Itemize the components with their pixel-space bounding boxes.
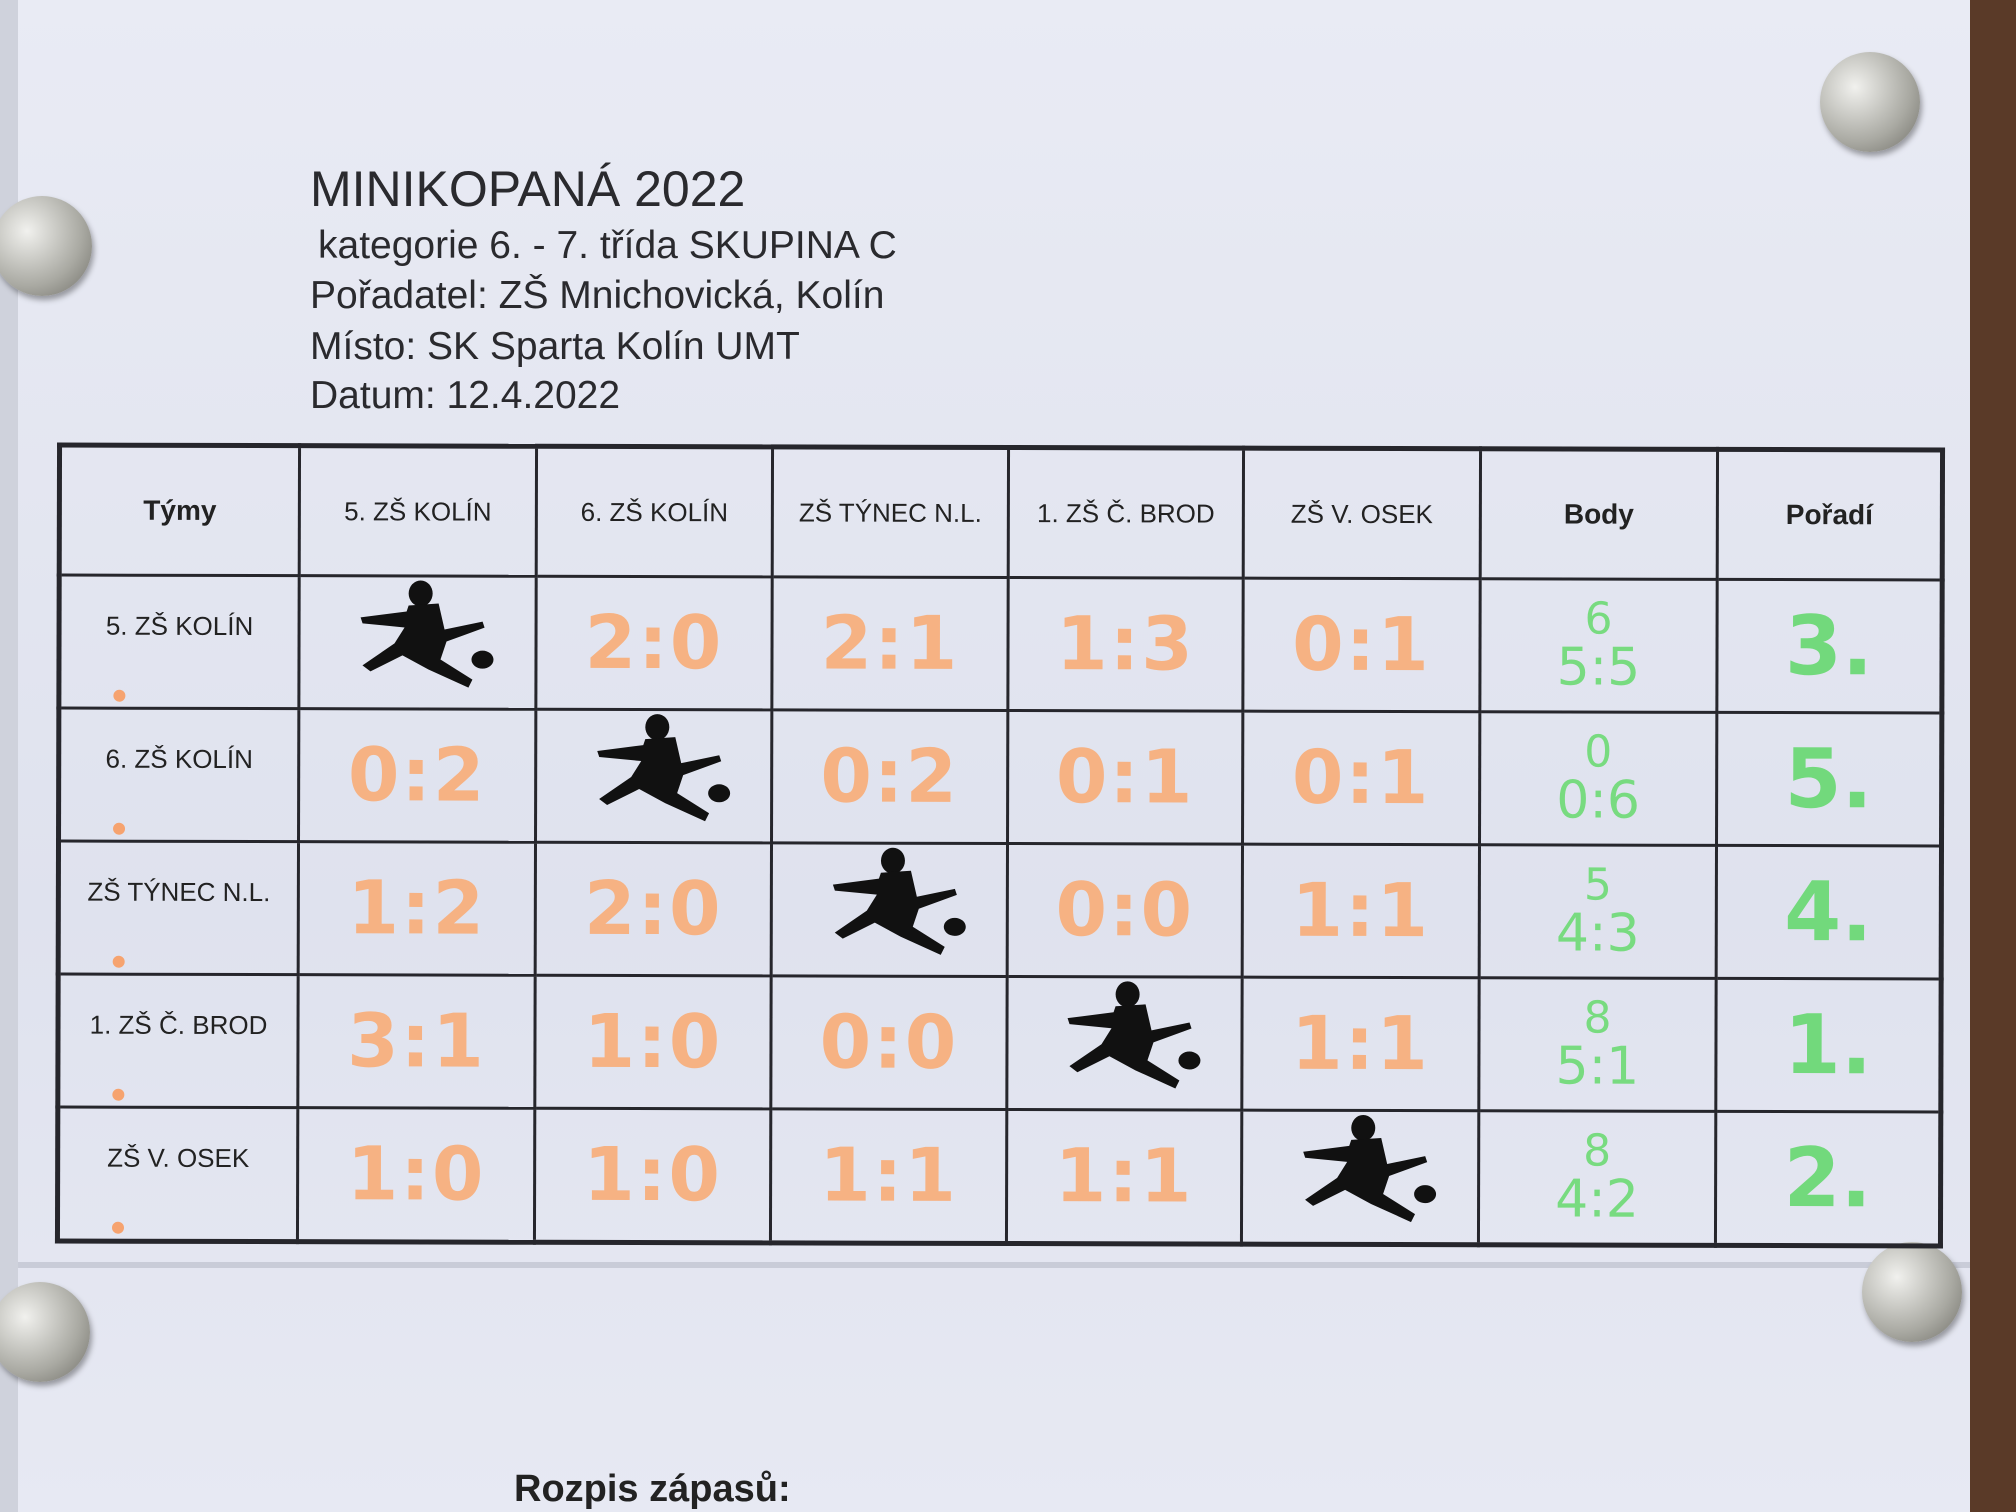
goal-difference: 5:5 bbox=[1556, 637, 1641, 698]
venue: Místo: SK Sparta Kolín UMT bbox=[310, 325, 800, 368]
match-score: 3:1 bbox=[297, 974, 536, 1109]
diagonal-cell bbox=[771, 842, 1008, 977]
points-cell: 8 4:2 bbox=[1478, 1110, 1716, 1246]
points-cell: 5 4:3 bbox=[1479, 844, 1717, 979]
header-cell: 1. ZŠ Č. BROD bbox=[1008, 447, 1244, 579]
match-score: 1:1 bbox=[1006, 1109, 1242, 1245]
match-score: 0:1 bbox=[1007, 710, 1243, 845]
category: kategorie 6. - 7. třída SKUPINA C bbox=[318, 224, 897, 267]
match-score: 0:2 bbox=[298, 708, 536, 843]
points: 0 bbox=[1584, 726, 1613, 778]
goal-difference: 4:3 bbox=[1555, 903, 1640, 964]
diagonal-cell bbox=[1006, 976, 1243, 1111]
header-cell: 5. ZŠ KOLÍN bbox=[299, 445, 537, 577]
match-score: 0:1 bbox=[1242, 711, 1480, 845]
match-score: 0:0 bbox=[770, 975, 1008, 1110]
marker-dot bbox=[112, 955, 125, 968]
rank: 3. bbox=[1716, 579, 1943, 713]
football-player-icon bbox=[1303, 1114, 1437, 1222]
marker-dot bbox=[111, 1221, 125, 1234]
match-score: 1:0 bbox=[534, 975, 772, 1109]
diagonal-cell bbox=[535, 709, 772, 843]
team-name: 6. ZŠ KOLÍN bbox=[58, 708, 299, 842]
goal-difference: 0:6 bbox=[1556, 770, 1641, 831]
marker-dot bbox=[113, 822, 126, 835]
document-title: MINIKOPANÁ 2022 bbox=[310, 161, 746, 217]
rank: 4. bbox=[1716, 845, 1942, 979]
pin-icon bbox=[1820, 52, 1920, 152]
match-score: 0:1 bbox=[1242, 578, 1481, 712]
points-cell: 6 5:5 bbox=[1479, 578, 1718, 713]
points: 5 bbox=[1583, 859, 1612, 911]
match-score: 2:1 bbox=[771, 576, 1009, 711]
organizer: Pořadatel: ZŠ Mnichovická, Kolín bbox=[310, 274, 885, 317]
team-name: ZŠ TÝNEC N.L. bbox=[58, 841, 299, 975]
team-row: 6. ZŠ KOLÍN 0:2 0:2 0:1 0:1 0 0:6 5. bbox=[58, 708, 1942, 846]
match-score: 1:1 bbox=[1241, 977, 1480, 1111]
points-cell: 0 0:6 bbox=[1479, 711, 1717, 846]
header-cell: ZŠ TÝNEC N.L. bbox=[772, 446, 1009, 578]
diagonal-cell bbox=[298, 575, 537, 710]
points-cell: 8 5:1 bbox=[1478, 977, 1717, 1112]
paper-sheet bbox=[18, 0, 1970, 1512]
team-row: 1. ZŠ Č. BROD 3:1 1:0 0:0 1:1 8 5:1 1. bbox=[57, 974, 1942, 1112]
diagonal-cell bbox=[1241, 1110, 1479, 1245]
goal-difference: 5:1 bbox=[1555, 1036, 1640, 1097]
match-score: 1:0 bbox=[534, 1108, 771, 1243]
header-cell: Týmy bbox=[59, 445, 300, 576]
header-cell: Body bbox=[1480, 448, 1718, 580]
football-player-icon bbox=[360, 579, 494, 688]
goal-difference: 4:2 bbox=[1555, 1169, 1639, 1230]
paper-fold bbox=[18, 1262, 1970, 1268]
team-row: 5. ZŠ KOLÍN 2:0 2:1 1:3 0:1 6 5:5 3. bbox=[58, 575, 1943, 713]
header-cell: 6. ZŠ KOLÍN bbox=[536, 446, 773, 577]
paper-edge bbox=[0, 0, 18, 1512]
football-player-icon bbox=[832, 847, 966, 955]
pin-icon bbox=[1862, 1242, 1962, 1342]
points: 8 bbox=[1583, 992, 1612, 1044]
team-name: ZŠ V. OSEK bbox=[57, 1107, 298, 1242]
team-name: 1. ZŠ Č. BROD bbox=[57, 974, 299, 1108]
header-cell: ZŠ V. OSEK bbox=[1243, 448, 1481, 579]
match-score: 0:0 bbox=[1007, 843, 1243, 978]
match-score: 1:1 bbox=[1242, 844, 1480, 978]
pin-icon bbox=[0, 196, 92, 296]
match-score: 2:0 bbox=[535, 576, 773, 710]
match-score: 2:0 bbox=[535, 842, 772, 976]
marker-dot bbox=[112, 1088, 125, 1101]
marker-dot bbox=[113, 689, 126, 702]
team-name: 5. ZŠ KOLÍN bbox=[58, 575, 300, 709]
rank: 5. bbox=[1716, 712, 1942, 846]
match-score: 0:2 bbox=[771, 709, 1008, 844]
team-row: ZŠ TÝNEC N.L. 1:2 2:0 0:0 1:1 5 4:3 4. bbox=[58, 841, 1942, 979]
match-score: 1:0 bbox=[297, 1107, 535, 1243]
match-score: 1:3 bbox=[1007, 577, 1244, 712]
results-table: Týmy 5. ZŠ KOLÍN 6. ZŠ KOLÍN ZŠ TÝNEC N.… bbox=[54, 442, 1946, 1249]
match-score: 1:2 bbox=[298, 841, 536, 976]
football-player-icon bbox=[596, 713, 730, 821]
points: 8 bbox=[1583, 1125, 1612, 1177]
football-player-icon bbox=[1067, 980, 1201, 1088]
points: 6 bbox=[1584, 593, 1613, 645]
rank: 2. bbox=[1715, 1111, 1941, 1246]
match-score: 1:1 bbox=[770, 1108, 1007, 1244]
schedule-heading: Rozpis zápasů: bbox=[514, 1468, 791, 1510]
date: Datum: 12.4.2022 bbox=[310, 374, 621, 417]
team-row: ZŠ V. OSEK 1:0 1:0 1:1 1:1 8 4:2 2. bbox=[57, 1107, 1941, 1246]
header-row: Týmy 5. ZŠ KOLÍN 6. ZŠ KOLÍN ZŠ TÝNEC N.… bbox=[59, 445, 1943, 580]
pin-icon bbox=[0, 1282, 90, 1382]
rank: 1. bbox=[1715, 978, 1942, 1112]
header-cell: Pořadí bbox=[1717, 449, 1943, 580]
